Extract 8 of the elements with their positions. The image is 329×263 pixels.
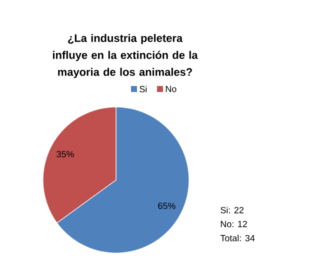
chart-title: ¿La industria peletera influye en la extinción de la mayoria de los animales? — [52, 34, 198, 78]
text: Total: 34 — [220, 234, 255, 242]
legend-label: No — [166, 86, 176, 92]
text: No: 12 — [220, 220, 247, 228]
data-label: 35% — [56, 150, 74, 158]
legend-label: Si — [140, 86, 147, 92]
text: Si: 22 — [220, 206, 244, 214]
data-label: 65% — [158, 202, 176, 210]
